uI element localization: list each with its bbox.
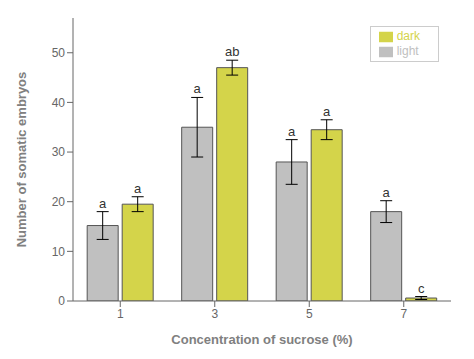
svg-text:a: a — [99, 196, 107, 211]
svg-text:a: a — [194, 81, 202, 96]
svg-text:1: 1 — [117, 307, 124, 321]
svg-text:a: a — [288, 124, 296, 139]
svg-text:ab: ab — [225, 44, 239, 59]
svg-text:7: 7 — [400, 307, 407, 321]
svg-text:Concentration of sucrose (%): Concentration of sucrose (%) — [171, 332, 352, 347]
svg-text:5: 5 — [306, 307, 313, 321]
html-text:dark: dark — [396, 29, 420, 43]
svg-text:c: c — [418, 281, 425, 296]
svg-text:Number of somatic embryos: Number of somatic embryos — [14, 72, 29, 248]
svg-text:0: 0 — [58, 294, 65, 308]
svg-text:20: 20 — [52, 195, 66, 209]
svg-text:10: 10 — [52, 245, 66, 259]
svg-text:3: 3 — [211, 307, 218, 321]
html-text:light: light — [396, 43, 419, 58]
svg-text:50: 50 — [52, 46, 66, 60]
svg-text:a: a — [134, 181, 142, 196]
svg-text:a: a — [323, 104, 331, 119]
svg-text:40: 40 — [52, 96, 66, 110]
svg-text:a: a — [383, 185, 391, 200]
svg-text:30: 30 — [52, 145, 66, 159]
